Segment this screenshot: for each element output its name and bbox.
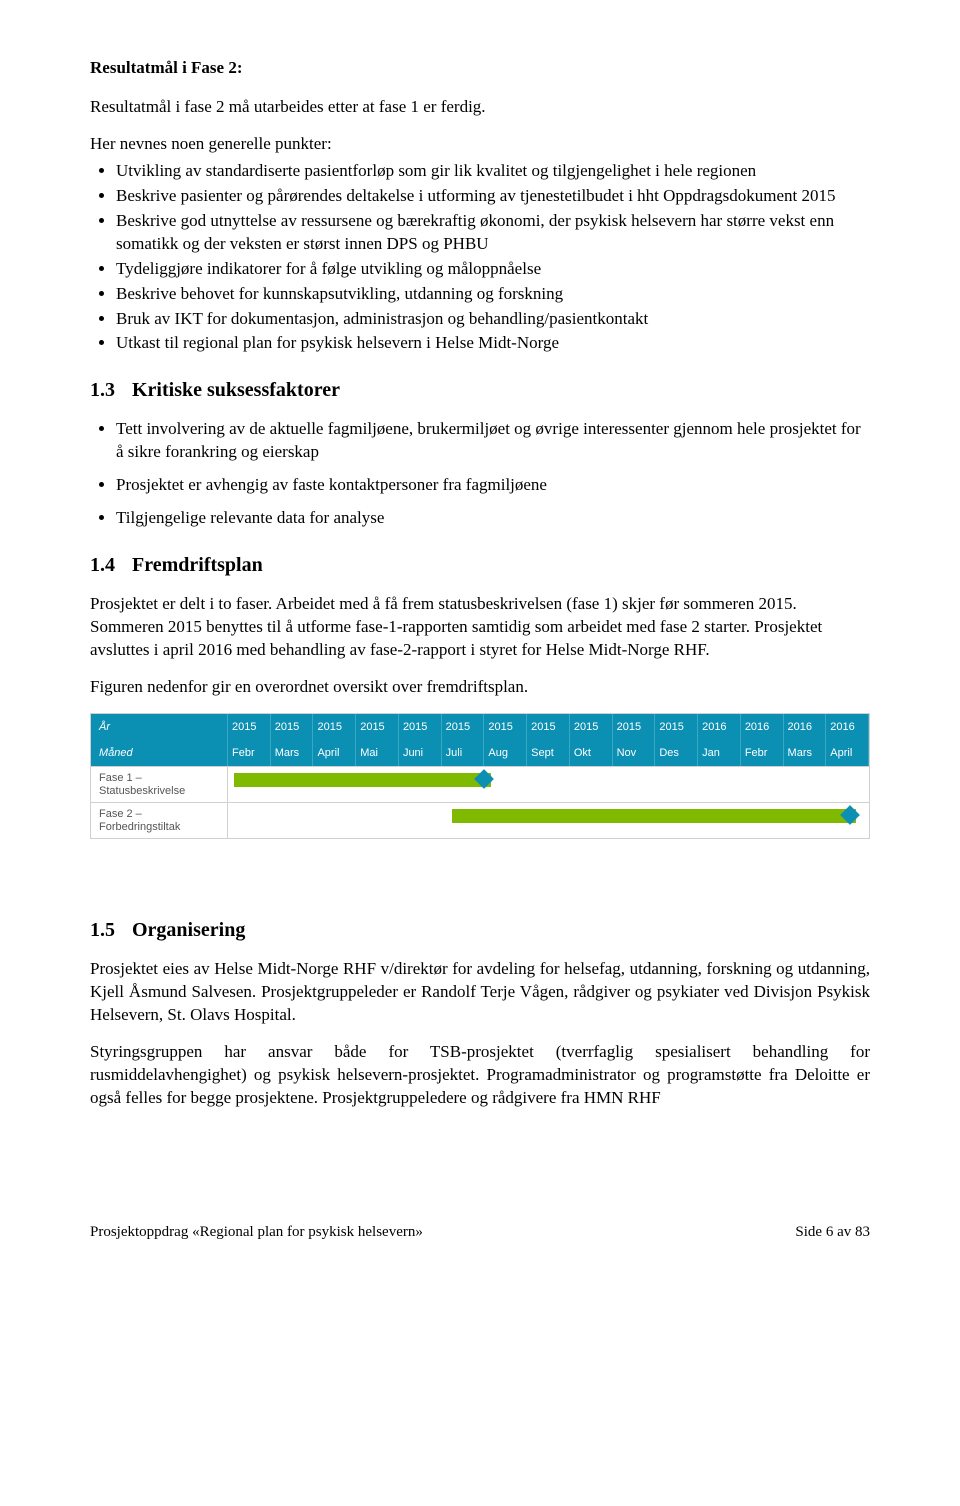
gantt-chart: År 2015201520152015201520152015201520152…: [90, 713, 870, 840]
section-number: 1.4: [90, 554, 132, 577]
section-title: Kritiske suksessfaktorer: [132, 379, 340, 401]
section-1-4-heading: 1.4Fremdriftsplan: [90, 554, 870, 577]
gantt-year-cell: 2016: [826, 714, 869, 740]
page: Resultatmål i Fase 2: Resultatmål i fase…: [0, 0, 960, 1281]
gantt-year-cell: 2016: [784, 714, 827, 740]
list-item: Utkast til regional plan for psykisk hel…: [116, 332, 870, 355]
section-title: Organisering: [132, 919, 245, 941]
bullet-list-2: Tett involvering av de aktuelle fagmiljø…: [90, 418, 870, 530]
nevnes-line: Her nevnes noen generelle punkter:: [90, 133, 870, 156]
list-item: Tydeliggjøre indikatorer for å følge utv…: [116, 258, 870, 281]
gantt-row2-label: Fase 2 – Forbedringstiltak: [91, 803, 228, 838]
gantt-month-cell: Juni: [399, 740, 442, 766]
list-item: Utvikling av standardiserte pasientforlø…: [116, 160, 870, 183]
gantt-row-fase1: Fase 1 – Statusbeskrivelse: [91, 766, 869, 802]
list-item: Beskrive god utnyttelse av ressursene og…: [116, 210, 870, 256]
gantt-year-cell: 2015: [313, 714, 356, 740]
gantt-year-cell: 2016: [698, 714, 741, 740]
footer-left: Prosjektoppdrag «Regional plan for psyki…: [90, 1224, 423, 1241]
gantt-year-cell: 2015: [228, 714, 271, 740]
section-1-3-heading: 1.3Kritiske suksessfaktorer: [90, 379, 870, 402]
list-item: Beskrive behovet for kunnskapsutvikling,…: [116, 283, 870, 306]
section-number: 1.3: [90, 379, 132, 402]
gantt-year-label: År: [91, 714, 228, 740]
gantt-month-cell: Des: [655, 740, 698, 766]
list-item: Prosjektet er avhengig av faste kontaktp…: [116, 474, 870, 497]
gantt-month-cell: Jan: [698, 740, 741, 766]
section-number: 1.5: [90, 919, 132, 942]
list-item: Tilgjengelige relevante data for analyse: [116, 507, 870, 530]
gantt-month-cell: Juli: [442, 740, 485, 766]
gantt-year-cell: 2015: [399, 714, 442, 740]
gantt-bar-fase2: [452, 809, 856, 823]
gantt-row-fase2: Fase 2 – Forbedringstiltak: [91, 802, 869, 838]
gantt-year-cell: 2015: [527, 714, 570, 740]
intro-line: Resultatmål i fase 2 må utarbeides etter…: [90, 96, 870, 119]
gantt-month-cell: Sept: [527, 740, 570, 766]
gantt-month-label: Måned: [91, 740, 228, 766]
gantt-month-cell: Febr: [741, 740, 784, 766]
section-title: Fremdriftsplan: [132, 554, 263, 576]
gantt-year-cell: 2015: [484, 714, 527, 740]
gantt-header-year: År 2015201520152015201520152015201520152…: [91, 714, 869, 740]
gantt-year-cell: 2016: [741, 714, 784, 740]
para-1-4-a: Prosjektet er delt i to faser. Arbeidet …: [90, 593, 870, 662]
bullet-list-1: Utvikling av standardiserte pasientforlø…: [90, 160, 870, 356]
gantt-month-cell: April: [826, 740, 869, 766]
section-1-5-heading: 1.5Organisering: [90, 919, 870, 942]
gantt-month-cell: Okt: [570, 740, 613, 766]
gantt-month-cell: Mars: [784, 740, 827, 766]
gantt-bar-area: [228, 767, 869, 793]
gantt-year-cell: 2015: [356, 714, 399, 740]
list-item: Bruk av IKT for dokumentasjon, administr…: [116, 308, 870, 331]
para-1-5-a: Prosjektet eies av Helse Midt-Norge RHF …: [90, 958, 870, 1027]
gantt-bar-area: [228, 803, 869, 829]
gantt-month-cell: Febr: [228, 740, 271, 766]
list-item: Beskrive pasienter og pårørendes deltake…: [116, 185, 870, 208]
gantt-month-cell: Mars: [271, 740, 314, 766]
gantt-year-cell: 2015: [613, 714, 656, 740]
gantt-month-cell: Mai: [356, 740, 399, 766]
gantt-row1-label: Fase 1 – Statusbeskrivelse: [91, 767, 228, 802]
gantt-year-cell: 2015: [271, 714, 314, 740]
gantt-month-cell: April: [313, 740, 356, 766]
para-1-4-b: Figuren nedenfor gir en overordnet overs…: [90, 676, 870, 699]
gantt-month-cell: Nov: [613, 740, 656, 766]
para-1-5-b: Styringsgruppen har ansvar både for TSB-…: [90, 1041, 870, 1110]
gantt-header-month: Måned FebrMarsAprilMaiJuniJuliAugSeptOkt…: [91, 740, 869, 766]
gantt-bar-fase1: [234, 773, 490, 787]
list-item: Tett involvering av de aktuelle fagmiljø…: [116, 418, 870, 464]
footer-right: Side 6 av 83: [795, 1224, 870, 1241]
page-footer: Prosjektoppdrag «Regional plan for psyki…: [90, 1220, 870, 1241]
gantt-year-cell: 2015: [655, 714, 698, 740]
gantt-year-cell: 2015: [442, 714, 485, 740]
heading-resultatmal: Resultatmål i Fase 2:: [90, 58, 870, 78]
gantt-month-cell: Aug: [484, 740, 527, 766]
gantt-year-cell: 2015: [570, 714, 613, 740]
